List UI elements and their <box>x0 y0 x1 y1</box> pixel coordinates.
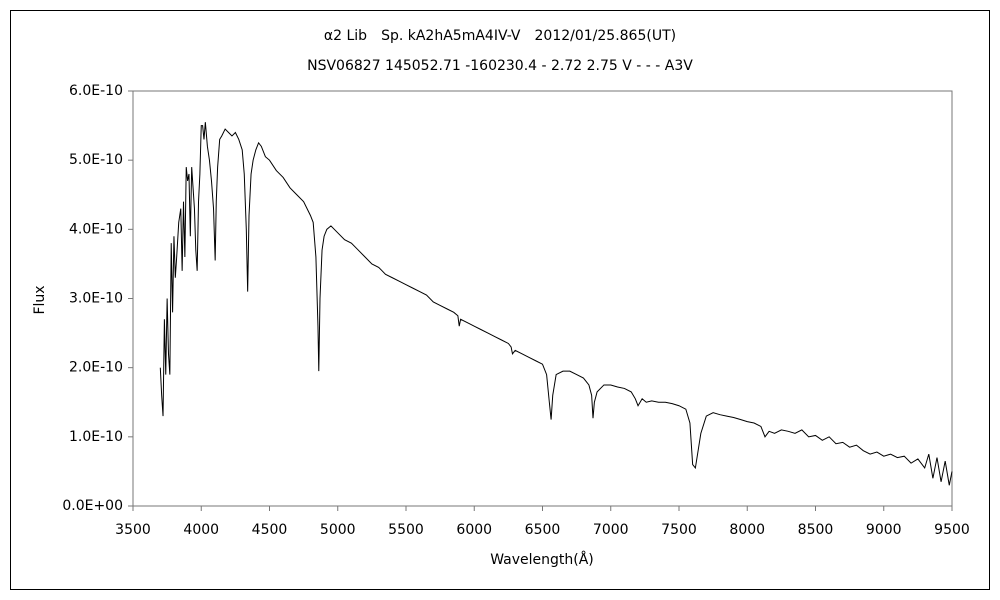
x-tick-label: 9500 <box>934 522 970 538</box>
y-tick-label: 4.0E-10 <box>69 221 123 237</box>
y-tick-label: 0.0E+00 <box>62 498 123 514</box>
x-tick-label: 6500 <box>525 522 561 538</box>
y-axis-label: Flux <box>32 285 48 314</box>
spectrum-line <box>159 122 953 486</box>
x-tick-label: 8500 <box>798 522 834 538</box>
x-tick-label: 7500 <box>661 522 697 538</box>
x-tick-label: 8000 <box>729 522 765 538</box>
x-tick-label: 5500 <box>388 522 424 538</box>
x-tick-label: 5000 <box>320 522 356 538</box>
x-tick-label: 3500 <box>115 522 151 538</box>
y-tick-label: 3.0E-10 <box>69 291 123 307</box>
chart-subtitle: NSV06827 145052.71 -160230.4 - 2.72 2.75… <box>307 58 693 74</box>
x-tick-label: 4500 <box>252 522 288 538</box>
y-tick-label: 1.0E-10 <box>69 429 123 445</box>
x-tick-label: 4000 <box>183 522 219 538</box>
y-tick-label: 5.0E-10 <box>69 152 123 168</box>
y-tick-label: 2.0E-10 <box>69 360 123 376</box>
chart-frame <box>10 10 990 590</box>
x-tick-label: 9000 <box>866 522 902 538</box>
x-axis-label: Wavelength(Å) <box>490 551 594 568</box>
chart-title: α2 Lib Sp. kA2hA5mA4IV-V 2012/01/25.865(… <box>324 28 676 44</box>
x-tick-label: 7000 <box>593 522 629 538</box>
x-tick-label: 6000 <box>456 522 492 538</box>
y-tick-label: 6.0E-10 <box>69 83 123 99</box>
